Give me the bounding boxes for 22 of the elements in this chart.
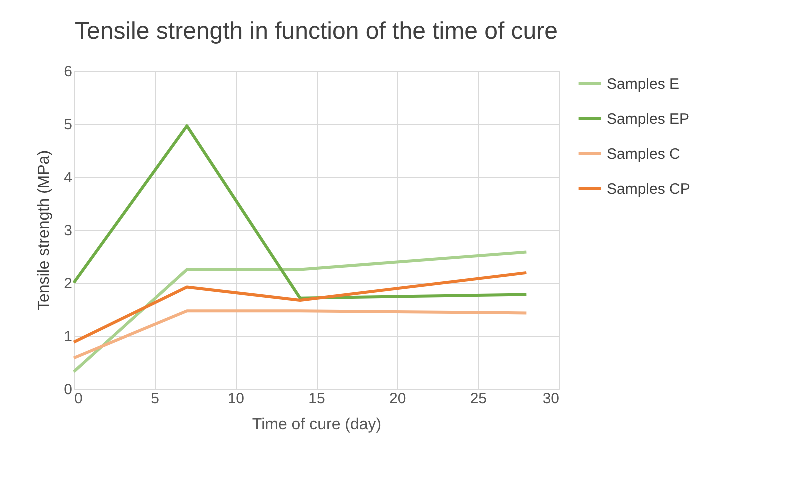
x-tick-label: 0 [74,390,83,408]
legend-label: Samples CP [607,181,690,198]
line-series [72,124,528,300]
x-tick-label: 10 [228,390,245,408]
y-tick-label: 4 [64,170,72,186]
x-tick-label: 30 [542,390,560,408]
x-tick-label: 20 [389,390,406,408]
legend-label: Samples E [607,76,680,93]
line-series [72,271,528,344]
legend-label: Samples EP [607,111,690,128]
y-tick-label: 5 [64,116,72,134]
legend-label: Samples C [607,146,681,163]
x-tick-label: 15 [308,390,326,408]
y-axis-title: Tensile strength (MPa) [36,150,54,311]
y-tick-label: 6 [64,64,72,80]
x-tick-label: 25 [470,390,488,408]
chart-title: Tensile strength in function of the time of cure [75,18,558,45]
x-axis-title: Time of cure (day) [252,416,382,434]
y-tick-label: 2 [64,276,72,292]
y-tick-label: 3 [64,222,72,240]
y-tick-label: 1 [64,328,72,346]
x-tick-label: 5 [151,390,160,408]
